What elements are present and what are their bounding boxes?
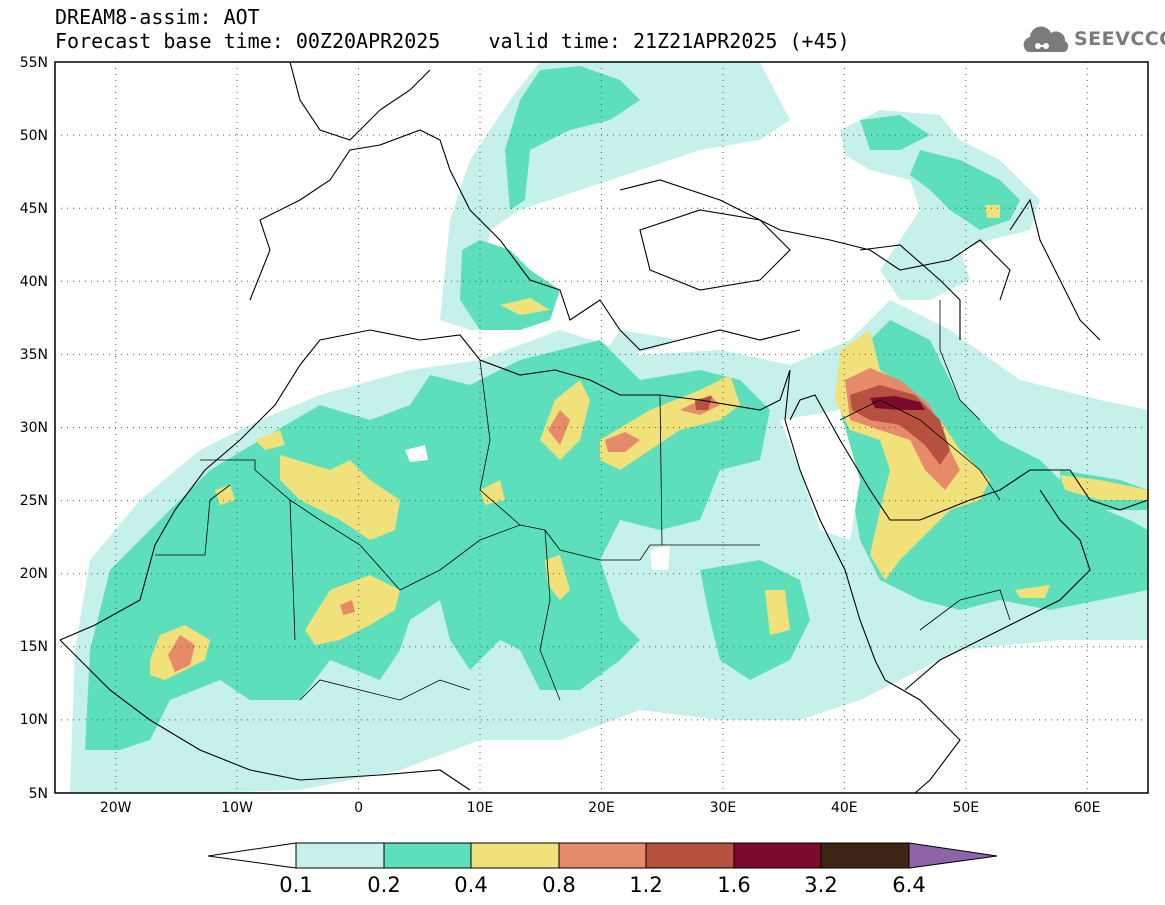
forecast-time-label: Forecast base time: 00Z20APR2025 valid t… <box>55 29 850 53</box>
aot-fields <box>70 62 1148 793</box>
lat-tick-label: 20N <box>20 566 48 582</box>
colorbar-swatch <box>820 842 910 869</box>
lon-tick-label: 0 <box>354 800 363 816</box>
lon-tick-label: 20E <box>588 800 615 816</box>
colorbar <box>207 842 998 869</box>
colorbar-label: 1.2 <box>629 873 662 897</box>
lon-tick-label: 30E <box>710 800 737 816</box>
colorbar-swatch <box>295 842 385 869</box>
colorbar-high-arrow <box>908 842 998 869</box>
colorbar-label: 0.8 <box>542 873 575 897</box>
colorbar-label: 0.4 <box>454 873 487 897</box>
aot-layer-1-6 <box>870 396 925 410</box>
colorbar-label: 1.6 <box>717 873 750 897</box>
lat-tick-label: 50N <box>20 128 48 144</box>
lat-tick-label: 55N <box>20 55 48 71</box>
lat-tick-label: 15N <box>20 639 48 655</box>
lat-tick-label: 25N <box>20 493 48 509</box>
colorbar-low-arrow <box>207 842 297 869</box>
clear-areas <box>405 410 860 570</box>
lon-tick-label: 40E <box>831 800 858 816</box>
lat-tick-label: 10N <box>20 712 48 728</box>
colorbar-swatch <box>470 842 560 869</box>
coastlines <box>59 62 1148 793</box>
colorbar-labels: 0.1 0.2 0.4 0.8 1.2 1.6 3.2 6.4 <box>279 873 925 897</box>
colorbar-label: 3.2 <box>804 873 837 897</box>
lon-tick-label: 10W <box>221 800 253 816</box>
lat-tick-label: 30N <box>20 420 48 436</box>
lon-tick-label: 20W <box>100 800 132 816</box>
lon-tick-label: 60E <box>1074 800 1101 816</box>
logo-text: SEEVCCC <box>1074 28 1165 50</box>
colorbar-swatch <box>383 842 472 869</box>
lat-tick-label: 35N <box>20 347 48 363</box>
map-frame <box>54 61 1149 794</box>
seevccc-logo: SEEVCCC <box>1018 22 1165 58</box>
longitude-labels: 20W 10W 0 10E 20E 30E 40E 50E 60E <box>100 800 1101 816</box>
colorbar-label: 0.2 <box>367 873 400 897</box>
map-title: DREAM8-assim: AOT <box>55 5 260 29</box>
latitude-labels: 55N 50N 45N 40N 35N 30N 25N 20N 15N 10N … <box>20 55 48 802</box>
country-borders <box>155 300 1011 701</box>
lat-tick-label: 40N <box>20 274 48 290</box>
colorbar-label: 0.1 <box>279 873 312 897</box>
lat-tick-label: 5N <box>29 786 48 802</box>
colorbar-swatch <box>558 842 647 869</box>
lon-tick-label: 50E <box>952 800 979 816</box>
cloud-icon <box>1023 26 1069 52</box>
colorbar-swatch <box>733 842 822 869</box>
lat-tick-label: 45N <box>20 201 48 217</box>
grid-lines <box>55 62 1148 793</box>
colorbar-label: 6.4 <box>892 873 925 897</box>
colorbar-swatch <box>645 842 735 869</box>
lon-tick-label: 10E <box>467 800 494 816</box>
